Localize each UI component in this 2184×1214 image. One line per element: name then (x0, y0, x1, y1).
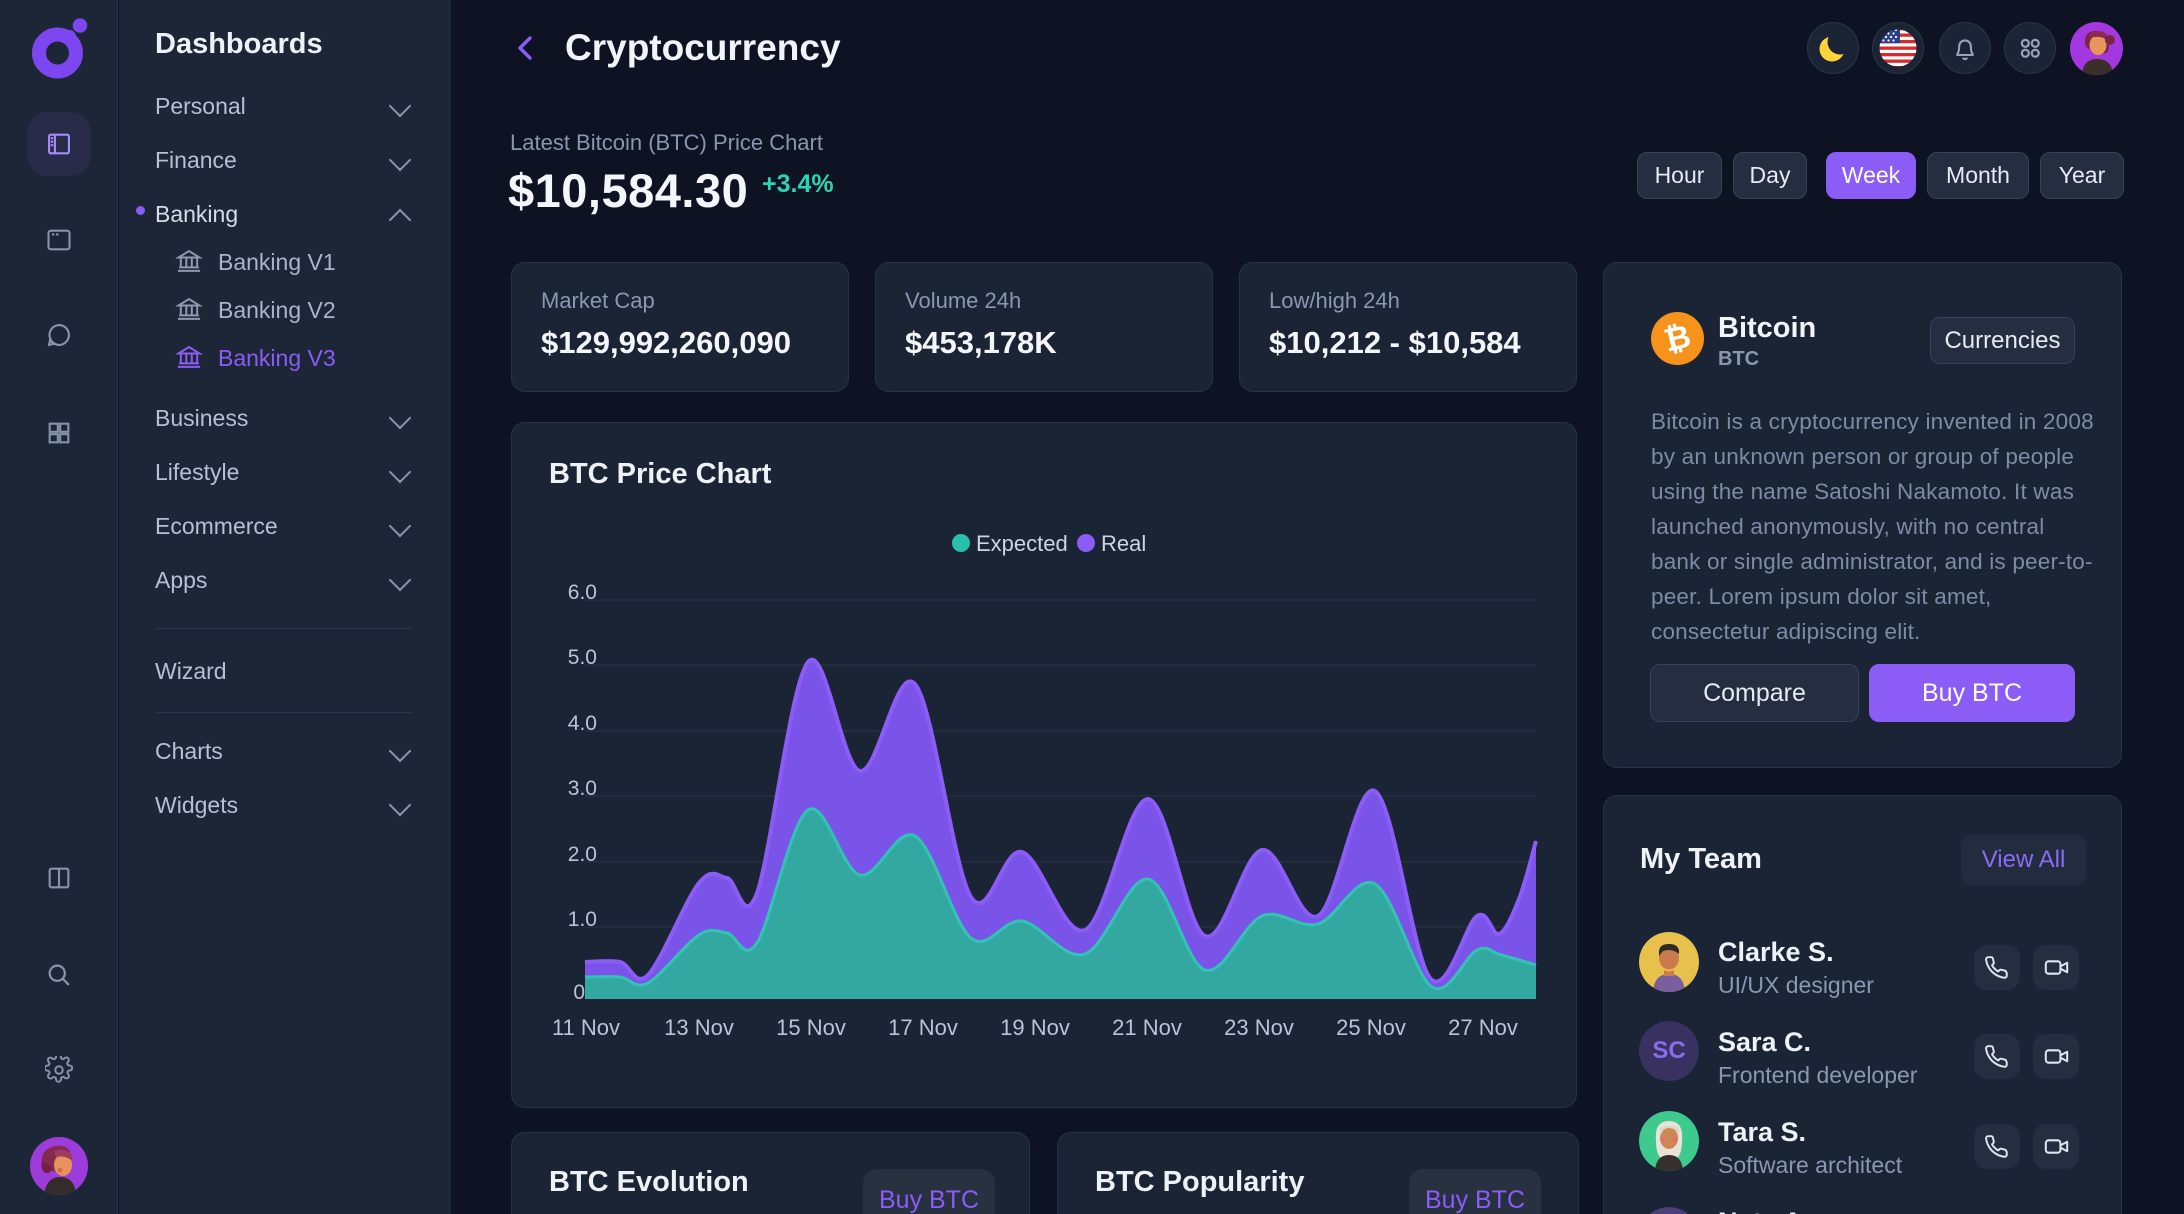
svg-text:Expected: Expected (976, 531, 1068, 556)
svg-text:6.0: 6.0 (568, 581, 597, 604)
svg-text:1.0: 1.0 (568, 908, 597, 931)
svg-text:11 Nov: 11 Nov (552, 1015, 620, 1040)
svg-text:27 Nov: 27 Nov (1448, 1015, 1518, 1040)
svg-text:5.0: 5.0 (568, 646, 597, 669)
svg-text:25 Nov: 25 Nov (1336, 1015, 1406, 1040)
svg-text:2.0: 2.0 (568, 843, 597, 866)
svg-text:0: 0 (573, 981, 585, 1004)
svg-text:21 Nov: 21 Nov (1112, 1015, 1182, 1040)
svg-text:19 Nov: 19 Nov (1000, 1015, 1070, 1040)
svg-text:13 Nov: 13 Nov (664, 1015, 734, 1040)
svg-text:23 Nov: 23 Nov (1224, 1015, 1294, 1040)
svg-text:15 Nov: 15 Nov (776, 1015, 846, 1040)
svg-text:17 Nov: 17 Nov (888, 1015, 958, 1040)
svg-text:3.0: 3.0 (568, 777, 597, 800)
svg-text:4.0: 4.0 (568, 712, 597, 735)
svg-text:Real: Real (1101, 531, 1146, 556)
